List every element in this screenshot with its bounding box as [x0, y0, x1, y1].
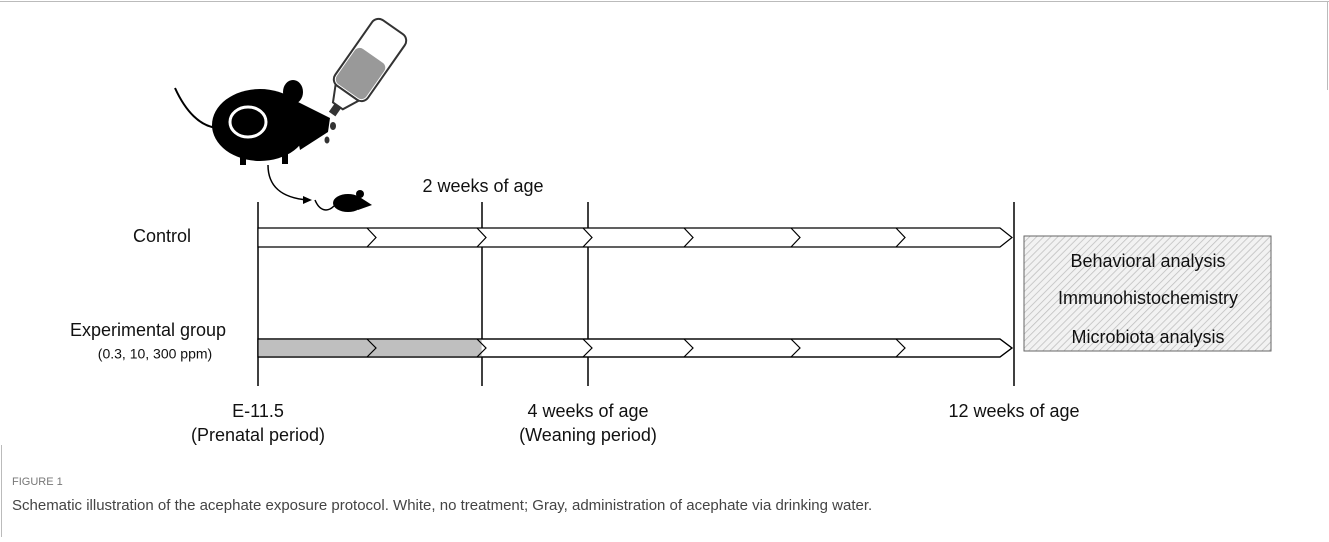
- group-label: Experimental group: [70, 320, 226, 340]
- chevron: [366, 338, 377, 358]
- caption: Schematic illustration of the acephate e…: [12, 497, 872, 514]
- chevron: [895, 227, 906, 248]
- group-note: (0.3, 10, 300 ppm): [98, 346, 212, 362]
- analysis-label: Behavioral analysis: [1070, 251, 1225, 271]
- chevron: [366, 227, 377, 248]
- chevron: [790, 338, 801, 358]
- analysis-label: Microbiota analysis: [1071, 327, 1224, 347]
- analysis-label: Immunohistochemistry: [1058, 288, 1238, 308]
- chevron: [790, 227, 801, 248]
- chevron: [683, 227, 694, 248]
- drop: [330, 122, 336, 130]
- control-bar: [257, 227, 1013, 248]
- bottle-illustration: [328, 17, 408, 117]
- chevron: [476, 338, 487, 358]
- group-label: Control: [133, 226, 191, 246]
- timepoint-period: (Prenatal period): [191, 425, 325, 445]
- chevron: [582, 338, 593, 358]
- top-label: 2 weeks of age: [422, 176, 543, 196]
- analysis-box: [1023, 235, 1272, 352]
- timepoint-period: (Weaning period): [519, 425, 657, 445]
- chevron: [476, 227, 487, 248]
- mouse-illustration: [174, 80, 372, 212]
- timepoint-label: 12 weeks of age: [948, 401, 1079, 421]
- caption-label: FIGURE 1: [12, 476, 63, 488]
- experimental-bar: [257, 338, 1013, 358]
- drop: [324, 136, 330, 144]
- chevron: [683, 338, 694, 358]
- chevron: [582, 227, 593, 248]
- chevron: [895, 338, 906, 358]
- timepoint-label: E-11.5: [232, 401, 284, 421]
- chevrons: [366, 227, 906, 358]
- timepoint-label: 4 weeks of age: [527, 401, 648, 421]
